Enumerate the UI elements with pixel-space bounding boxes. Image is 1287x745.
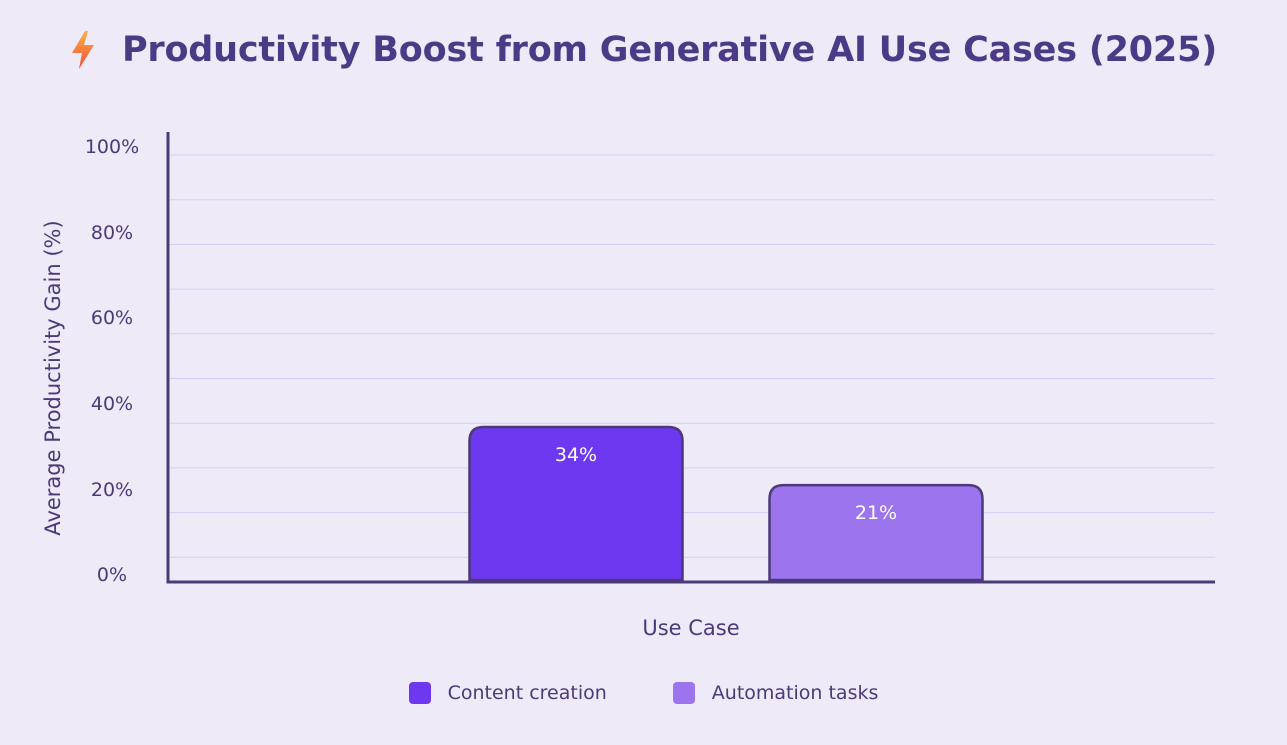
legend-swatch-content-creation	[408, 682, 431, 704]
y-tick-label: 80%	[91, 222, 133, 244]
y-tick-label: 40%	[91, 393, 133, 415]
y-tick-label: 100%	[85, 136, 139, 158]
axes	[166, 132, 1215, 584]
legend-label: Automation tasks	[711, 682, 879, 704]
bar-value-label: 21%	[855, 502, 897, 524]
grid-lines	[168, 154, 1215, 558]
bar-value-label: 34%	[555, 444, 597, 466]
bar-content-creation[interactable]	[468, 425, 684, 582]
legend-swatch-automation-tasks	[672, 682, 695, 704]
y-tick-label: 60%	[91, 307, 133, 329]
bar-automation-tasks[interactable]	[768, 483, 984, 582]
legend: Content creation Automation tasks	[0, 677, 1287, 709]
y-axis-label: Average Productivity Gain (%)	[41, 220, 65, 535]
chart-header: Productivity Boost from Generative AI Us…	[0, 22, 1287, 78]
y-tick-labels: 0% 20% 40% 60% 80% 100%	[85, 136, 139, 586]
legend-label: Content creation	[447, 682, 607, 704]
y-tick-label: 20%	[91, 479, 133, 501]
x-axis-label: Use Case	[642, 616, 739, 640]
chart-title: Productivity Boost from Generative AI Us…	[121, 30, 1218, 70]
legend-item-content-creation[interactable]: Content creation	[408, 682, 607, 704]
bars: 34% 21%	[468, 425, 984, 582]
y-tick-label: 0%	[97, 564, 127, 586]
lightning-bolt-icon	[71, 31, 94, 69]
legend-item-automation-tasks[interactable]: Automation tasks	[672, 682, 879, 704]
